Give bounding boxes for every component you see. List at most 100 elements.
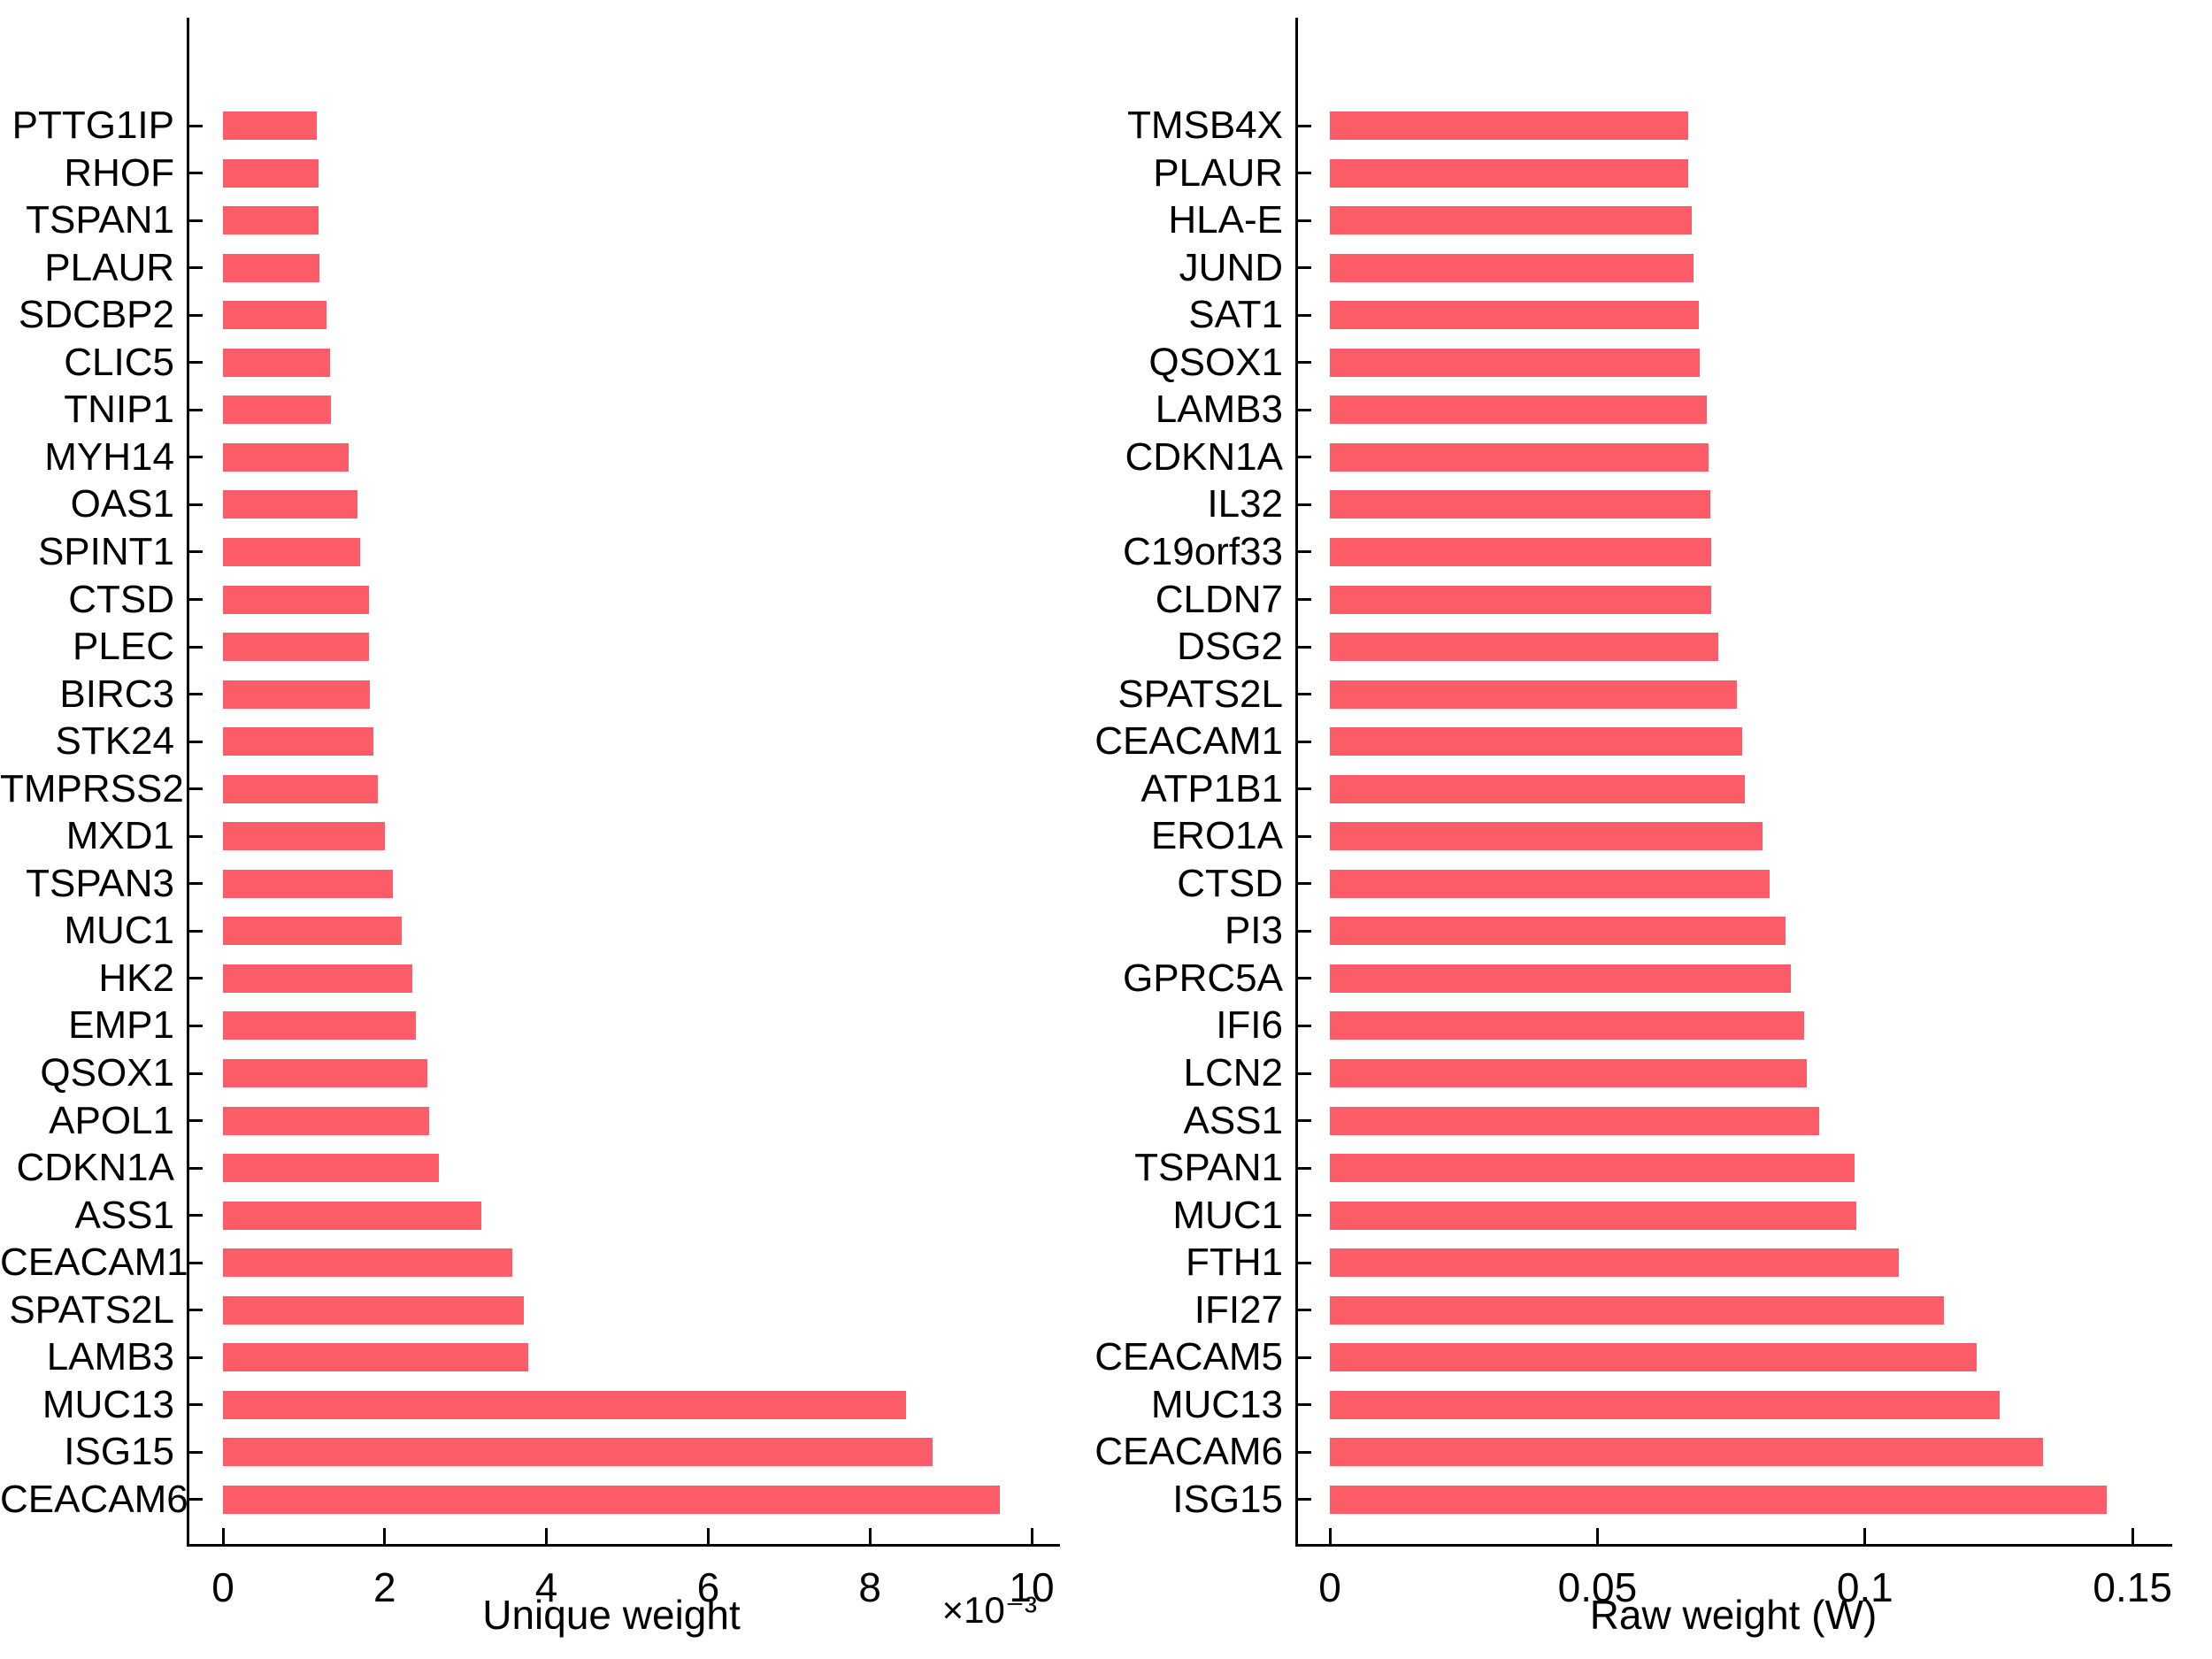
bar-MUC1 (1330, 1201, 1856, 1230)
y-tick-label-HK2: HK2 (98, 956, 174, 1000)
y-tick-label-SPATS2L: SPATS2L (1118, 672, 1283, 716)
y-tick-label-CEACAM1: CEACAM1 (0, 1240, 188, 1285)
y-tick (1295, 693, 1311, 696)
y-tick (187, 882, 203, 886)
y-tick (187, 1119, 203, 1123)
y-tick (1295, 977, 1311, 980)
y-tick-label-CEACAM6: CEACAM6 (0, 1477, 188, 1521)
y-tick-label-MUC1: MUC1 (64, 909, 174, 953)
bar-STK24 (223, 727, 373, 757)
y-tick (1295, 1450, 1311, 1454)
y-tick (1295, 408, 1311, 411)
y-tick (187, 1450, 203, 1454)
bar-CDKN1A (223, 1154, 440, 1183)
y-tick (1295, 740, 1311, 743)
y-tick-label-MYH14: MYH14 (44, 434, 174, 479)
bar-FTH1 (1330, 1248, 1899, 1278)
y-tick (1295, 219, 1311, 222)
bar-BIRC3 (223, 680, 371, 709)
y-tick (1295, 1356, 1311, 1359)
y-tick (187, 1261, 203, 1264)
bar-IL32 (1330, 490, 1710, 519)
x-tick (706, 1528, 710, 1544)
y-tick-label-CLIC5: CLIC5 (64, 340, 174, 384)
bar-CEACAM6 (1330, 1438, 2044, 1467)
y-tick (1295, 1119, 1311, 1123)
bar-MUC13 (1330, 1390, 2001, 1419)
bar-CDKN1A (1330, 442, 1709, 472)
y-tick-label-QSOX1: QSOX1 (1148, 340, 1283, 384)
y-tick-label-CTSD: CTSD (68, 577, 174, 621)
bar-PTTG1IP (223, 111, 318, 140)
y-tick (1295, 787, 1311, 791)
bar-SPINT1 (223, 537, 361, 566)
y-tick (187, 313, 203, 317)
y-tick-label-CEACAM5: CEACAM5 (1094, 1335, 1283, 1379)
y-tick (1295, 1024, 1311, 1027)
y-tick (187, 598, 203, 601)
x-tick (545, 1528, 549, 1544)
y-axis-spine (187, 18, 189, 1544)
y-tick (1295, 124, 1311, 127)
y-tick-label-QSOX1: QSOX1 (40, 1051, 174, 1094)
y-tick (187, 124, 203, 127)
bar-SAT1 (1330, 301, 1700, 330)
y-tick (187, 1498, 203, 1502)
x-tick (1030, 1528, 1033, 1544)
x-tick (221, 1528, 225, 1544)
x-axis-scale-label: ×10⁻³ (941, 1589, 1037, 1631)
y-tick (187, 172, 203, 175)
y-tick-label-DSG2: DSG2 (1177, 625, 1283, 669)
y-tick-label-OAS1: OAS1 (70, 482, 174, 526)
y-tick-label-TSPAN1: TSPAN1 (26, 198, 174, 242)
y-tick-label-ERO1A: ERO1A (1150, 814, 1283, 858)
bar-TSPAN1 (1330, 1154, 1855, 1183)
y-tick (1295, 1309, 1311, 1312)
bar-LAMB3 (223, 1343, 529, 1372)
y-tick-label-APOL1: APOL1 (49, 1098, 174, 1142)
x-axis-spine (187, 1544, 1060, 1547)
y-tick (1295, 929, 1311, 933)
y-tick-label-ASS1: ASS1 (1183, 1098, 1283, 1142)
bar-MYH14 (223, 442, 349, 472)
bar-DSG2 (1330, 633, 1719, 662)
x-tick-label: 0 (211, 1564, 234, 1610)
y-tick-label-CEACAM6: CEACAM6 (1094, 1430, 1283, 1474)
y-tick-label-LCN2: LCN2 (1183, 1051, 1284, 1094)
y-tick (187, 740, 203, 743)
x-tick-label: 10 (1009, 1564, 1055, 1610)
bar-OAS1 (223, 490, 357, 519)
y-tick (187, 1071, 203, 1075)
y-tick (187, 408, 203, 411)
bar-TSPAN1 (223, 206, 319, 235)
bar-PI3 (1330, 917, 1786, 946)
bar-CLIC5 (223, 348, 330, 377)
bar-JUND (1330, 253, 1694, 282)
bar-APOL1 (223, 1106, 430, 1135)
y-tick (187, 1166, 203, 1170)
y-tick-label-FTH1: FTH1 (1186, 1240, 1283, 1285)
y-tick (187, 834, 203, 838)
x-tick (383, 1528, 387, 1544)
x-axis-label-left: Unique weight (482, 1592, 741, 1638)
y-tick (1295, 1166, 1311, 1170)
y-tick-label-CDKN1A: CDKN1A (16, 1146, 175, 1190)
bar-PLAUR (1330, 158, 1689, 188)
y-tick (1295, 172, 1311, 175)
y-tick (1295, 361, 1311, 365)
y-tick-label-LAMB3: LAMB3 (46, 1335, 174, 1379)
y-tick-label-TMPRSS2: TMPRSS2 (0, 766, 184, 810)
y-tick (187, 1356, 203, 1359)
y-tick-label-ASS1: ASS1 (74, 1193, 174, 1237)
y-tick-label-PLAUR: PLAUR (1153, 150, 1283, 195)
x-tick (2131, 1528, 2134, 1544)
y-tick (187, 693, 203, 696)
bar-QSOX1 (1330, 348, 1700, 377)
y-tick-label-TSPAN1: TSPAN1 (1134, 1146, 1283, 1190)
y-tick-label-SAT1: SAT1 (1188, 293, 1283, 337)
bar-HLA-E (1330, 206, 1692, 235)
bar-LAMB3 (1330, 396, 1708, 425)
bar-PLAUR (223, 253, 319, 282)
y-tick-label-MXD1: MXD1 (65, 814, 174, 858)
